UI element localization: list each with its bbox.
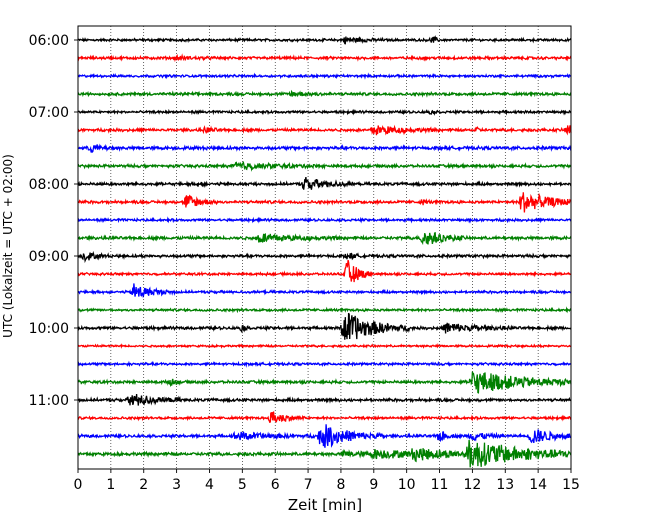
y-tick-label: 11:00 [29,393,69,409]
y-tick-label: 07:00 [29,105,69,121]
y-tick-label: 10:00 [29,321,69,337]
trace-06:45 [77,89,572,98]
trace-08:15 [77,192,572,213]
x-tick-label: 8 [336,477,345,493]
trace-07:30 [77,143,572,154]
x-tick-label: 3 [172,477,181,493]
trace-09:15 [77,259,572,283]
x-tick-label: 10 [398,477,416,493]
trace-07:00 [77,108,572,116]
trace-07:45 [77,161,572,172]
trace-11:30 [77,424,572,448]
plot-frame [77,25,572,470]
y-tick-label: 09:00 [29,249,69,265]
vertical-gridlines [110,26,539,469]
trace-06:30 [77,72,572,80]
trace-06:15 [77,53,572,63]
x-tick-label: 15 [562,477,580,493]
trace-08:00 [77,176,572,190]
trace-08:45 [77,232,572,246]
trace-09:30 [77,283,572,299]
x-axis-label: Zeit [min] [288,496,362,514]
trace-10:30 [77,360,572,368]
x-tick-label: 14 [529,477,547,493]
x-axis-ticks: 0 1 2 3 4 5 6 7 8 9 10 11 12 13 14 15 [74,469,580,493]
x-tick-label: 0 [74,477,83,493]
x-tick-label: 1 [106,477,115,493]
trace-10:15 [77,342,572,349]
x-tick-label: 5 [238,477,247,493]
x-tick-label: 9 [369,477,378,493]
trace-06:00 [77,35,572,45]
trace-11:45 [77,439,572,468]
x-tick-label: 2 [139,477,148,493]
trace-11:15 [77,411,572,424]
trace-10:00 [77,312,572,340]
x-tick-label: 12 [463,477,481,493]
trace-07:15 [77,124,572,136]
trace-08:30 [77,216,572,224]
trace-10:45 [77,371,572,394]
seismogram-traces [77,35,572,468]
x-tick-label: 7 [304,477,313,493]
trace-09:00 [77,250,572,264]
y-tick-label: 06:00 [29,33,69,49]
y-axis-label: UTC (Lokalzeit = UTC + 02:00) [1,154,15,338]
x-tick-label: 6 [271,477,280,493]
trace-09:45 [77,306,572,314]
x-tick-label: 13 [496,477,514,493]
x-tick-label: 11 [431,477,449,493]
trace-11:00 [77,393,572,406]
y-tick-label: 08:00 [29,177,69,193]
y-axis-ticks: 06:00 07:00 08:00 09:00 10:00 11:00 [29,33,78,409]
x-tick-label: 4 [205,477,214,493]
